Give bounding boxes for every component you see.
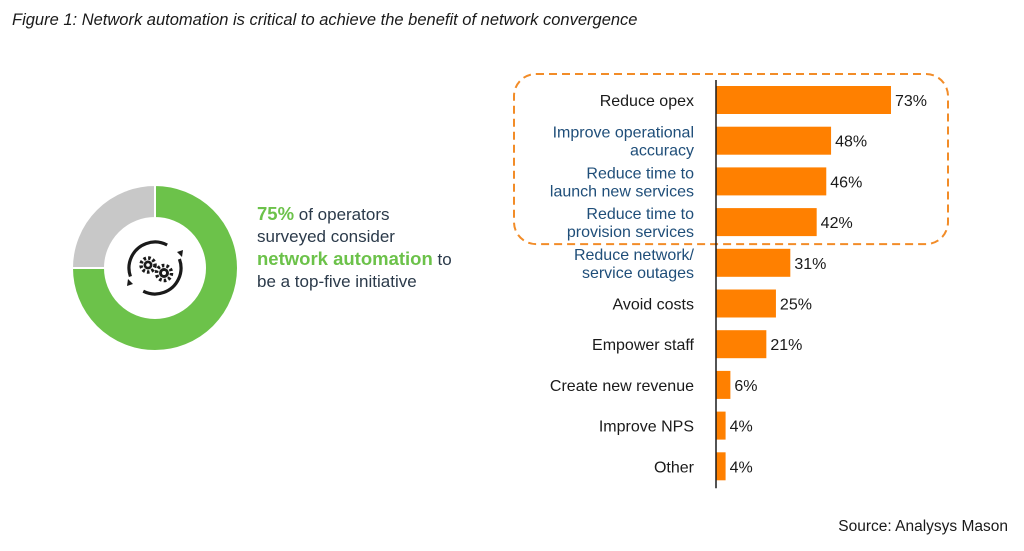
bar (716, 126, 832, 155)
category-label: Other (654, 459, 695, 476)
bar (716, 370, 731, 399)
donut-chart (72, 185, 238, 351)
value-label: 6% (734, 378, 757, 395)
category-label: Reduce time to (586, 206, 694, 223)
gears-cycle-icon (127, 240, 183, 296)
callout-highlight: network automation (257, 248, 433, 269)
value-label: 31% (794, 256, 826, 273)
category-label: Create new revenue (550, 378, 694, 395)
callout-text: 75% of operators surveyed consider netwo… (257, 203, 457, 293)
value-label: 25% (780, 297, 812, 314)
value-label: 4% (730, 459, 753, 476)
category-label: provision services (567, 224, 694, 241)
category-label: Empower staff (592, 337, 695, 354)
highlight-box (513, 73, 949, 246)
value-label: 4% (730, 419, 753, 436)
callout-percent: 75% (257, 203, 295, 224)
source-note: Source: Analysys Mason (838, 518, 1008, 535)
category-label: Reduce opex (600, 93, 694, 110)
value-label: 73% (895, 93, 927, 110)
category-label: launch new services (550, 183, 694, 200)
callout-text-1: of operators surveyed consider (257, 205, 395, 246)
category-label: Avoid costs (612, 297, 694, 314)
bar (716, 167, 827, 196)
category-label: Reduce network/ (574, 247, 695, 264)
category-label: service outages (582, 265, 694, 282)
value-label: 21% (770, 337, 802, 354)
bar (716, 208, 817, 237)
category-label: Improve operational (553, 125, 694, 142)
figure-title: Figure 1: Network automation is critical… (12, 11, 638, 29)
bar (716, 289, 776, 318)
bar (716, 411, 726, 440)
bars: 73% Reduce opex 48% Improve operationalaccu… (550, 86, 927, 481)
donut-slice (72, 185, 156, 269)
value-label: 48% (835, 134, 867, 151)
donut-slice (72, 185, 238, 351)
bar (716, 330, 767, 359)
bar (716, 452, 726, 481)
value-label: 42% (821, 215, 853, 232)
bar (716, 248, 791, 277)
category-label: accuracy (630, 143, 694, 160)
donut-slices (72, 185, 238, 351)
category-label: Improve NPS (599, 419, 694, 436)
value-label: 46% (830, 174, 862, 191)
bar (716, 86, 891, 114)
callout-text-2: to be a top-five initiative (257, 250, 452, 291)
category-label: Reduce time to (586, 165, 694, 182)
